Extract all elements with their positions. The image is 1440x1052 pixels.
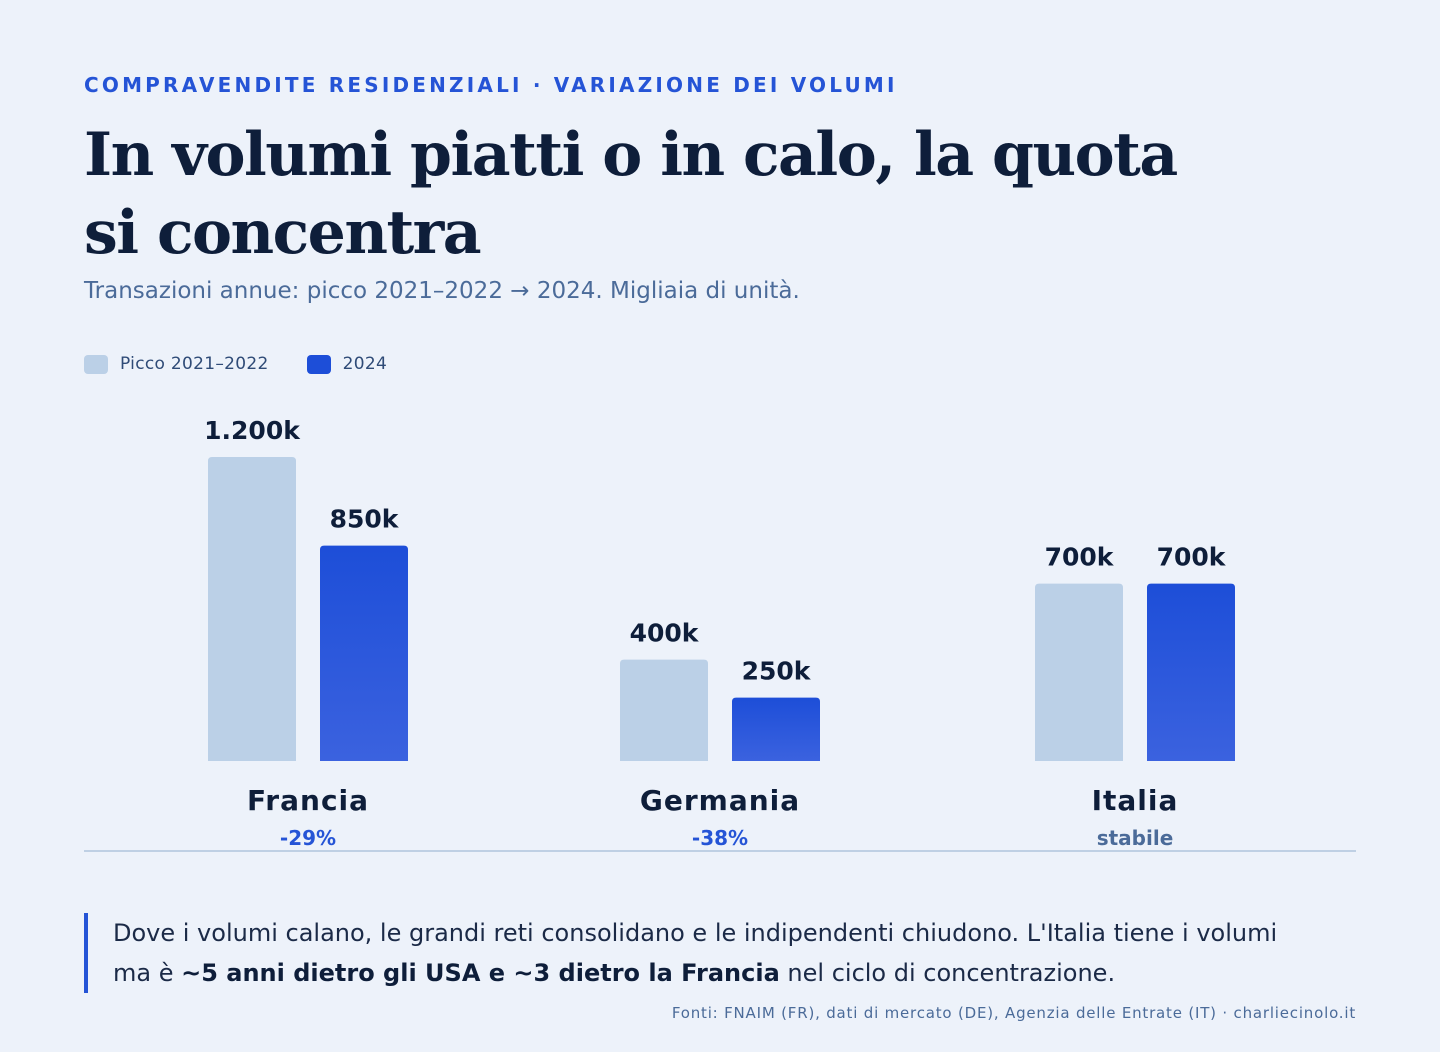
chart-eyebrow: COMPRAVENDITE RESIDENZIALI · VARIAZIONE … <box>84 73 898 97</box>
chart-subtitle: Transazioni annue: picco 2021–2022 → 202… <box>84 278 800 304</box>
bar-chart: 1.200k 850k Francia -29% 400k 250k Germania -38… <box>84 416 1356 852</box>
value-label-italia-2024: 700k <box>1157 543 1227 572</box>
change-label-germania: -38% <box>692 826 748 850</box>
bar-francia-peak <box>208 457 296 761</box>
insight-text-part2: nel ciclo di concentrazione. <box>779 959 1116 987</box>
insight-text-part1: Dove i volumi calano, le grandi reti con… <box>113 919 1278 987</box>
legend-item-2024: 2024 <box>306 354 388 374</box>
bar-italia-peak <box>1035 583 1123 761</box>
legend-label-peak: Picco 2021–2022 <box>120 354 269 374</box>
category-label-francia: Francia <box>247 784 369 817</box>
source-credit: Fonti: FNAIM (FR), dati di mercato (DE),… <box>671 1004 1356 1022</box>
bar-germania-peak <box>620 659 708 761</box>
insight-text-emphasis: ~5 anni dietro gli USA e ~3 dietro la Fr… <box>181 959 780 987</box>
category-label-italia: Italia <box>1092 784 1179 817</box>
bar-germania-2024 <box>732 697 820 761</box>
value-label-francia-peak: 1.200k <box>204 416 301 445</box>
legend-item-peak: Picco 2021–2022 <box>84 354 269 374</box>
bar-italia-2024 <box>1147 583 1235 761</box>
value-label-italia-peak: 700k <box>1045 543 1115 572</box>
bar-francia-2024 <box>320 545 408 761</box>
change-label-italia: stabile <box>1097 826 1174 850</box>
legend-label-2024: 2024 <box>342 354 388 374</box>
legend-swatch-peak <box>84 354 108 374</box>
category-label-germania: Germania <box>640 784 800 817</box>
value-label-francia-2024: 850k <box>330 505 400 534</box>
legend-swatch-2024 <box>306 354 331 374</box>
value-label-germania-peak: 400k <box>630 619 700 648</box>
insight-note: Dove i volumi calano, le grandi reti con… <box>84 913 1313 993</box>
value-label-germania-2024: 250k <box>742 657 812 686</box>
chart-legend: Picco 2021–2022 2024 <box>84 354 387 374</box>
chart-title: In volumi piatti o in calo, la quota si … <box>84 120 1178 268</box>
change-label-francia: -29% <box>280 826 336 850</box>
